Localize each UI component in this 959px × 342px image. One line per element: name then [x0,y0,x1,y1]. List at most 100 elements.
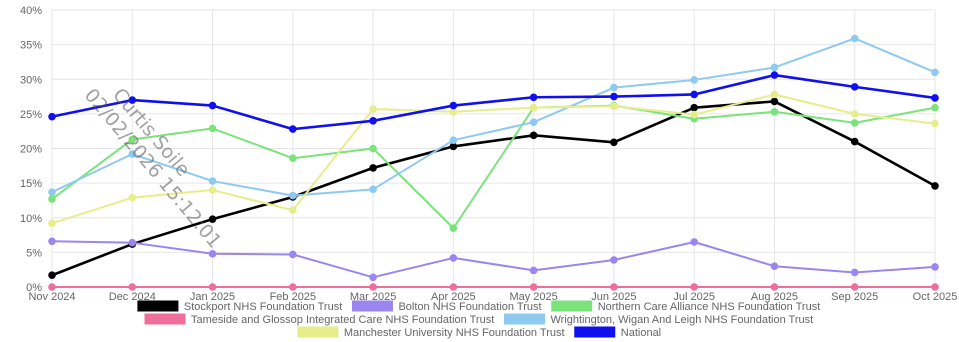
legend-label: Manchester University NHS Foundation Tru… [344,327,565,339]
data-point [128,283,137,291]
data-point [690,103,698,112]
data-point [610,92,618,101]
legend-item: Bolton NHS Foundation Trust [351,300,542,313]
y-tick-label: 20% [20,144,42,156]
legend-item: Wrightington, Wigan And Leigh NHS Founda… [503,313,813,326]
x-tick-label: Jul 2025 [673,291,715,303]
x-tick-label: Jan 2025 [190,291,235,303]
data-point [449,283,458,291]
x-tick-label: Oct 2025 [913,291,958,303]
data-point [289,206,297,214]
grid-lines [51,9,936,288]
data-point [369,164,377,172]
data-point [128,96,137,104]
legend-swatch [574,326,616,338]
data-point [610,83,618,92]
data-point [770,283,779,291]
data-point [128,238,137,247]
data-point [931,94,939,102]
data-point [610,102,618,111]
data-point [690,76,698,84]
data-point [931,263,939,271]
data-point [208,249,217,258]
data-point [529,266,538,275]
data-point [128,135,137,144]
data-point [850,137,859,146]
data-point [610,283,618,291]
y-tick-label: 40% [20,5,42,17]
data-point [931,283,939,291]
data-point [369,144,377,153]
y-tick-label: 30% [20,74,42,86]
legend-item: Manchester University NHS Foundation Tru… [297,326,565,339]
data-point [529,118,538,126]
data-point [690,110,698,119]
data-point [48,271,56,280]
series-line [51,240,936,279]
legend-label: Wrightington, Wigan And Leigh NHS Founda… [550,314,813,326]
data-point [529,131,538,140]
data-point [48,237,56,246]
y-tick-label: 5% [26,247,42,259]
data-point [770,90,779,99]
legend-swatch [503,313,545,325]
x-tick-label: Nov 2024 [28,291,75,303]
legend-item: Stockport NHS Foundation Trust [137,300,342,313]
data-point [128,193,137,202]
data-point [931,103,939,112]
y-tick-label: 15% [20,178,42,190]
data-point [770,262,779,271]
data-point [48,188,56,196]
data-point [850,283,859,291]
data-point [48,195,56,203]
data-point [208,101,217,110]
legend-label: Bolton NHS Foundation Trust [398,301,541,313]
series-line [51,73,936,131]
data-point [770,97,779,106]
y-tick-label: 25% [20,109,42,121]
series-3 [48,283,939,291]
x-tick-label: Feb 2025 [270,291,316,303]
legend-item: Tameside and Glossop Integrated Care NHS… [144,313,494,326]
series-line [51,100,936,277]
y-tick-label: 35% [20,40,42,52]
legend-item: Northern Care Alliance NHS Foundation Tr… [551,300,821,313]
data-point [208,215,217,223]
legend-swatch [144,313,186,325]
axes: 0% 5% 10% 15% 20% 25% 30% 35% 40% Nov 2024 Dec 202… [20,5,957,303]
data-point [770,63,779,72]
data-point [770,107,779,116]
data-point [850,119,859,127]
series-6 [48,71,939,133]
legend-label: Northern Care Alliance NHS Foundation Tr… [598,301,821,313]
data-point [289,125,297,133]
data-point [369,283,377,291]
data-point [369,105,377,113]
series-lines [48,34,939,291]
data-point [449,136,458,144]
data-point [449,142,458,151]
data-point [931,68,939,77]
data-point [850,110,859,118]
series-line [51,104,936,230]
x-tick-label: Apr 2025 [431,291,476,303]
data-point [850,83,859,91]
data-point [208,186,217,194]
data-point [208,177,217,185]
data-point [128,150,137,158]
legend-swatch [351,300,393,312]
data-point [931,119,939,128]
data-point [449,224,458,232]
x-tick-label: Aug 2025 [751,291,798,303]
series-4 [48,34,939,200]
series-2 [48,101,939,232]
data-point [529,93,538,102]
data-point [690,238,698,246]
x-tick-label: Jun 2025 [591,291,636,303]
data-point [690,283,698,291]
data-point [449,254,458,262]
data-point [690,90,698,99]
data-point [208,124,217,133]
x-tick-label: May 2025 [509,291,557,303]
